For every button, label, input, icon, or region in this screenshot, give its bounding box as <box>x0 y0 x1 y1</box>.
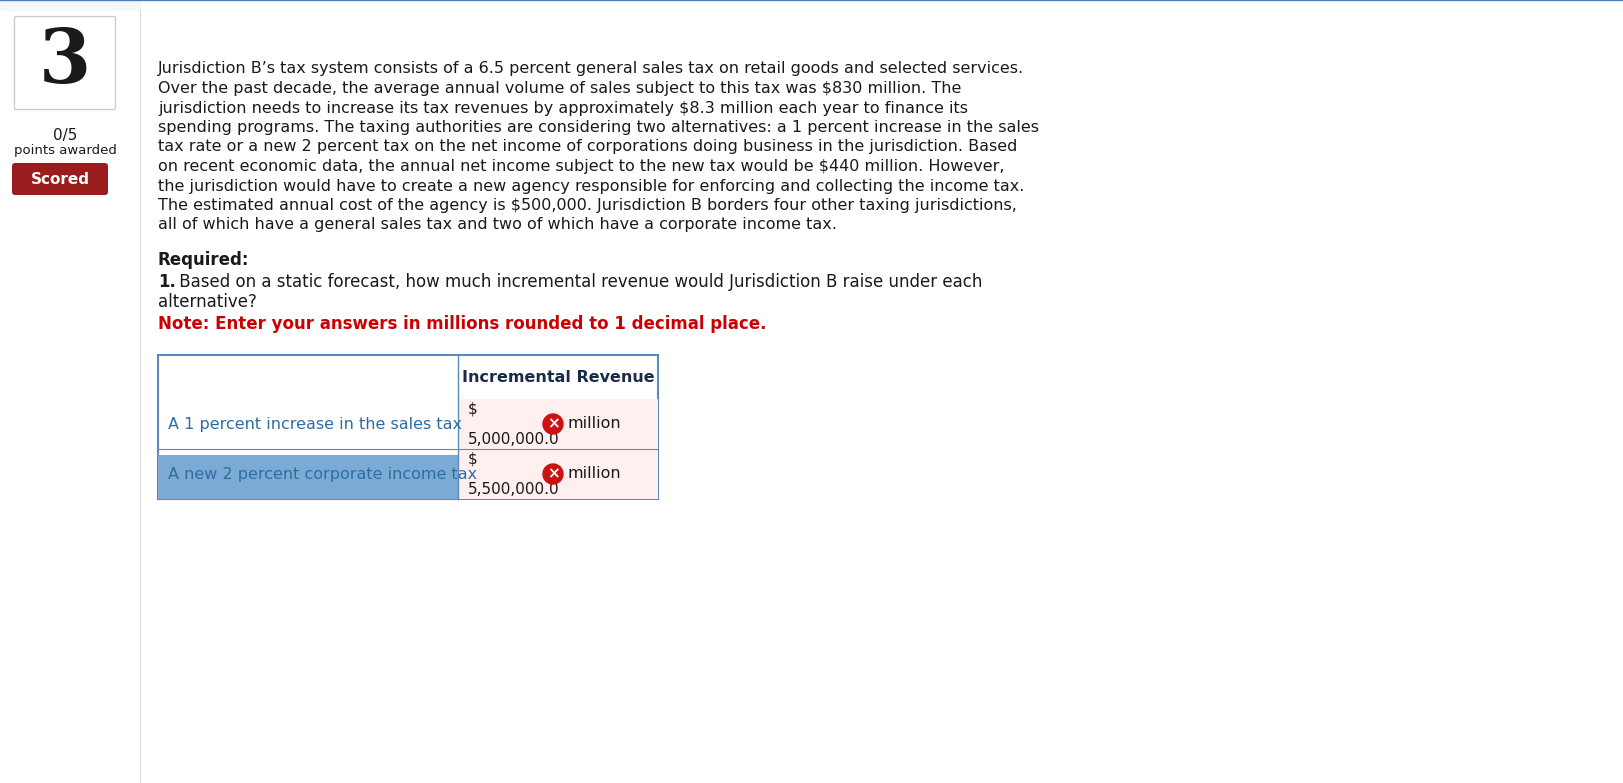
Circle shape <box>542 414 563 434</box>
Text: ×: × <box>547 467 558 482</box>
FancyBboxPatch shape <box>15 16 115 110</box>
Text: 3: 3 <box>39 27 91 99</box>
Text: Based on a static forecast, how much incremental revenue would Jurisdiction B ra: Based on a static forecast, how much inc… <box>174 273 982 291</box>
Text: The estimated annual cost of the agency is $500,000. Jurisdiction B borders four: The estimated annual cost of the agency … <box>157 198 1016 213</box>
Text: all of which have a general sales tax and two of which have a corporate income t: all of which have a general sales tax an… <box>157 218 836 233</box>
Text: 5,000,000.0: 5,000,000.0 <box>467 432 560 447</box>
Text: points awarded: points awarded <box>13 144 117 157</box>
Bar <box>458 399 657 449</box>
Bar <box>157 455 458 499</box>
Text: 5,500,000.0: 5,500,000.0 <box>467 482 560 497</box>
Text: $: $ <box>467 401 477 416</box>
Text: million: million <box>568 417 622 431</box>
Text: Over the past decade, the average annual volume of sales subject to this tax was: Over the past decade, the average annual… <box>157 81 961 96</box>
Bar <box>157 455 657 499</box>
Text: A new 2 percent corporate income tax: A new 2 percent corporate income tax <box>167 467 477 482</box>
Text: Note: Enter your answers in millions rounded to 1 decimal place.: Note: Enter your answers in millions rou… <box>157 315 766 333</box>
Text: jurisdiction needs to increase its tax revenues by approximately $8.3 million ea: jurisdiction needs to increase its tax r… <box>157 100 967 116</box>
Text: the jurisdiction would have to create a new agency responsible for enforcing and: the jurisdiction would have to create a … <box>157 179 1024 193</box>
Text: 1.: 1. <box>157 273 175 291</box>
Bar <box>0 0 140 10</box>
Text: on recent economic data, the annual net income subject to the new tax would be $: on recent economic data, the annual net … <box>157 159 1005 174</box>
Text: spending programs. The taxing authorities are considering two alternatives: a 1 : spending programs. The taxing authoritie… <box>157 120 1039 135</box>
FancyBboxPatch shape <box>11 163 109 195</box>
Text: A 1 percent increase in the sales tax: A 1 percent increase in the sales tax <box>167 417 461 431</box>
Text: $: $ <box>467 451 477 466</box>
Text: ×: × <box>547 417 558 431</box>
Text: million: million <box>568 467 622 482</box>
Text: 0/5: 0/5 <box>54 128 78 143</box>
Text: Scored: Scored <box>31 171 89 186</box>
Text: alternative?: alternative? <box>157 293 256 311</box>
Bar <box>157 355 657 499</box>
Text: Incremental Revenue: Incremental Revenue <box>461 370 654 384</box>
Circle shape <box>542 464 563 484</box>
Text: Jurisdiction B’s tax system consists of a 6.5 percent general sales tax on retai: Jurisdiction B’s tax system consists of … <box>157 62 1024 77</box>
Text: tax rate or a new 2 percent tax on the net income of corporations doing business: tax rate or a new 2 percent tax on the n… <box>157 139 1016 154</box>
Bar <box>458 449 657 499</box>
Text: Required:: Required: <box>157 251 250 269</box>
